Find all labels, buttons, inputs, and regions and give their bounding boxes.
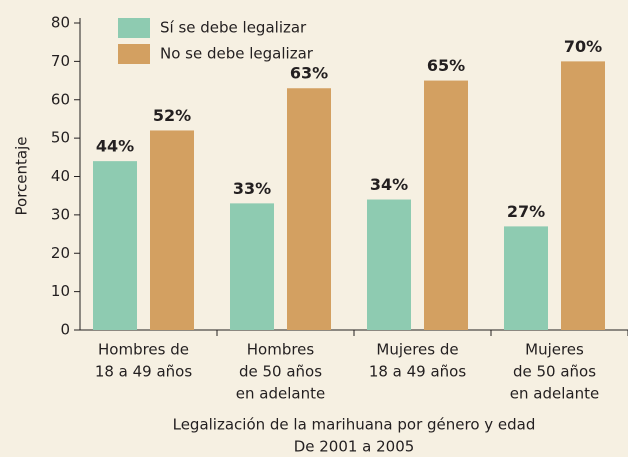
bar xyxy=(230,203,274,330)
value-label: 44% xyxy=(96,137,134,156)
legend-swatch xyxy=(118,18,150,38)
value-label: 34% xyxy=(370,175,408,194)
y-tick-label: 70 xyxy=(51,52,70,70)
x-tick-label: Mujeres xyxy=(525,341,584,359)
x-tick-label: 18 a 49 años xyxy=(95,363,193,381)
y-tick-label: 30 xyxy=(51,205,70,223)
value-label: 63% xyxy=(290,64,328,83)
value-label: 33% xyxy=(233,179,271,198)
x-tick-label: en adelante xyxy=(236,385,325,403)
legend-label: Sí se debe legalizar xyxy=(160,19,307,37)
bar xyxy=(561,61,605,330)
x-tick-label: Mujeres de xyxy=(376,341,458,359)
bar xyxy=(93,161,137,330)
value-label: 27% xyxy=(507,202,545,221)
bar xyxy=(150,130,194,330)
x-tick-label: de 50 años xyxy=(239,363,322,381)
y-tick-label: 80 xyxy=(51,14,70,32)
x-axis-label: De 2001 a 2005 xyxy=(294,438,415,456)
y-tick-label: 40 xyxy=(51,167,70,185)
y-axis-label: Porcentaje xyxy=(13,137,31,216)
x-tick-label: en adelante xyxy=(510,385,599,403)
value-label: 65% xyxy=(427,56,465,75)
value-label: 52% xyxy=(153,106,191,125)
y-tick-label: 60 xyxy=(51,90,70,108)
x-axis-label: Legalización de la marihuana por género … xyxy=(173,416,536,434)
legend-swatch xyxy=(118,44,150,64)
bar xyxy=(504,226,548,330)
bar xyxy=(367,199,411,330)
legend-label: No se debe legalizar xyxy=(160,45,314,63)
bar xyxy=(424,80,468,330)
x-tick-label: Hombres xyxy=(247,341,315,359)
x-tick-label: Hombres de xyxy=(98,341,189,359)
y-tick-label: 10 xyxy=(51,282,70,300)
y-tick-label: 20 xyxy=(51,244,70,262)
x-tick-label: 18 a 49 años xyxy=(369,363,467,381)
y-tick-label: 50 xyxy=(51,129,70,147)
y-tick-label: 0 xyxy=(60,321,70,339)
x-tick-label: de 50 años xyxy=(513,363,596,381)
bar xyxy=(287,88,331,330)
value-label: 70% xyxy=(564,37,602,56)
